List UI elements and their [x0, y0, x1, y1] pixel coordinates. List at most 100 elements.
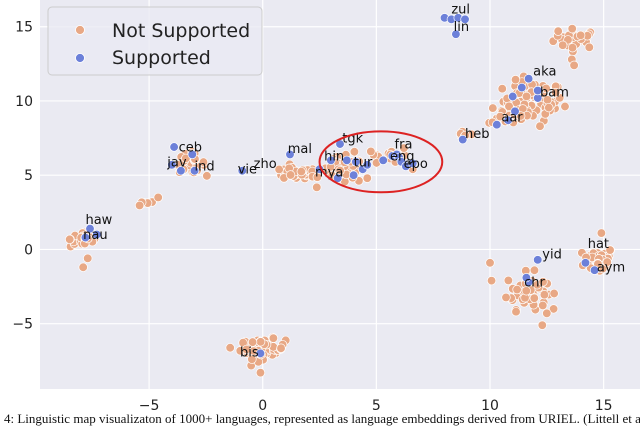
point-not-supported: [602, 257, 612, 267]
point-supported: [187, 149, 197, 160]
y-tick-label: 0: [24, 242, 33, 258]
annotation-haw: haw: [85, 213, 112, 228]
point-not-supported: [521, 286, 531, 296]
point-not-supported: [576, 30, 586, 40]
x-tick-label: 15: [595, 398, 613, 414]
point-not-supported: [521, 91, 532, 102]
point-not-supported: [569, 60, 579, 70]
x-tick-label: 0: [258, 398, 267, 414]
legend: Not Supported Supported: [47, 6, 263, 76]
point-not-supported: [366, 146, 376, 157]
point-not-supported: [153, 192, 163, 203]
point-supported: [326, 155, 336, 166]
annotation-bam: bam: [540, 86, 569, 101]
point-supported: [451, 29, 461, 39]
annotation-lin: lin: [454, 20, 469, 35]
point-supported: [408, 158, 418, 168]
point-supported: [492, 120, 502, 130]
point-not-supported: [567, 43, 578, 53]
point-not-supported: [285, 170, 296, 180]
point-not-supported: [225, 343, 235, 353]
point-supported: [92, 229, 102, 240]
point-supported: [510, 106, 520, 117]
point-not-supported: [255, 368, 266, 378]
point-supported: [458, 134, 468, 145]
point-supported: [80, 232, 91, 243]
annotation-vie: vie: [238, 163, 257, 178]
point-not-supported: [549, 288, 559, 299]
grid-lines: [40, 0, 640, 389]
point-not-supported: [349, 147, 360, 157]
annotation-aym: aym: [597, 261, 625, 276]
point-not-supported: [65, 234, 75, 245]
point-supported: [255, 348, 266, 359]
y-tick-label: 15: [15, 20, 33, 36]
point-not-supported: [529, 265, 540, 275]
point-not-supported: [486, 275, 497, 286]
legend-marker-not-supported: [75, 25, 85, 35]
point-not-supported: [553, 26, 563, 36]
annotation-nau: nau: [83, 228, 107, 243]
point-not-supported: [78, 262, 88, 272]
point-supported: [176, 166, 186, 176]
point-not-supported: [544, 102, 554, 113]
point-not-supported: [83, 253, 93, 263]
point-not-supported: [510, 75, 521, 85]
point-not-supported: [560, 101, 570, 112]
y-tick-label: −5: [12, 317, 33, 333]
annotation-heb: heb: [465, 127, 490, 142]
point-not-supported: [567, 24, 577, 34]
figure-caption: 4: Linguistic map visualizaton of 1000+ …: [4, 411, 640, 426]
annotation-zho: zho: [254, 157, 277, 172]
point-not-supported: [596, 228, 607, 238]
point-not-supported: [202, 171, 212, 181]
point-supported: [523, 74, 534, 84]
point-not-supported: [558, 40, 568, 50]
annotation-mal: mal: [288, 142, 312, 157]
point-supported: [589, 265, 600, 275]
annotation-ind: ind: [195, 160, 215, 175]
y-tick-label: 5: [24, 168, 33, 184]
annotation-chr: chr: [524, 276, 545, 291]
annotation-hat: hat: [588, 237, 609, 252]
point-supported: [342, 155, 352, 166]
legend-marker-supported: [75, 53, 85, 63]
point-not-supported: [485, 258, 495, 268]
annotation-jav: jav: [166, 155, 187, 170]
point-supported: [362, 160, 372, 170]
point-not-supported: [241, 344, 252, 355]
point-supported: [521, 272, 532, 283]
annotation-bis: bis: [240, 345, 259, 360]
annotation-hin: hin: [324, 149, 344, 164]
point-supported: [189, 166, 200, 176]
point-not-supported: [529, 293, 539, 303]
point-not-supported: [134, 200, 145, 211]
highlight-ellipse: [318, 130, 444, 194]
x-tick-label: 10: [481, 398, 499, 414]
annotation-epo: epo: [404, 157, 428, 172]
point-not-supported: [399, 143, 409, 153]
point-supported: [533, 255, 543, 265]
point-supported: [285, 149, 295, 160]
annotation-zul: zul: [451, 2, 470, 17]
point-not-supported: [605, 245, 615, 255]
point-not-supported: [495, 111, 505, 122]
point-not-supported: [247, 337, 258, 347]
annotation-tur: tur: [354, 155, 373, 170]
point-supported: [351, 157, 361, 167]
point-not-supported: [503, 275, 514, 286]
point-not-supported: [538, 277, 548, 287]
point-not-supported: [542, 308, 552, 318]
point-supported: [533, 85, 543, 96]
legend-box: [47, 6, 263, 76]
point-supported: [348, 170, 359, 180]
point-supported: [169, 142, 179, 152]
point-not-supported: [296, 166, 306, 177]
point-supported: [85, 223, 95, 234]
point-not-supported: [312, 182, 322, 192]
point-not-supported: [362, 173, 372, 183]
point-not-supported: [538, 300, 548, 311]
legend-label-supported: Supported: [112, 47, 211, 69]
